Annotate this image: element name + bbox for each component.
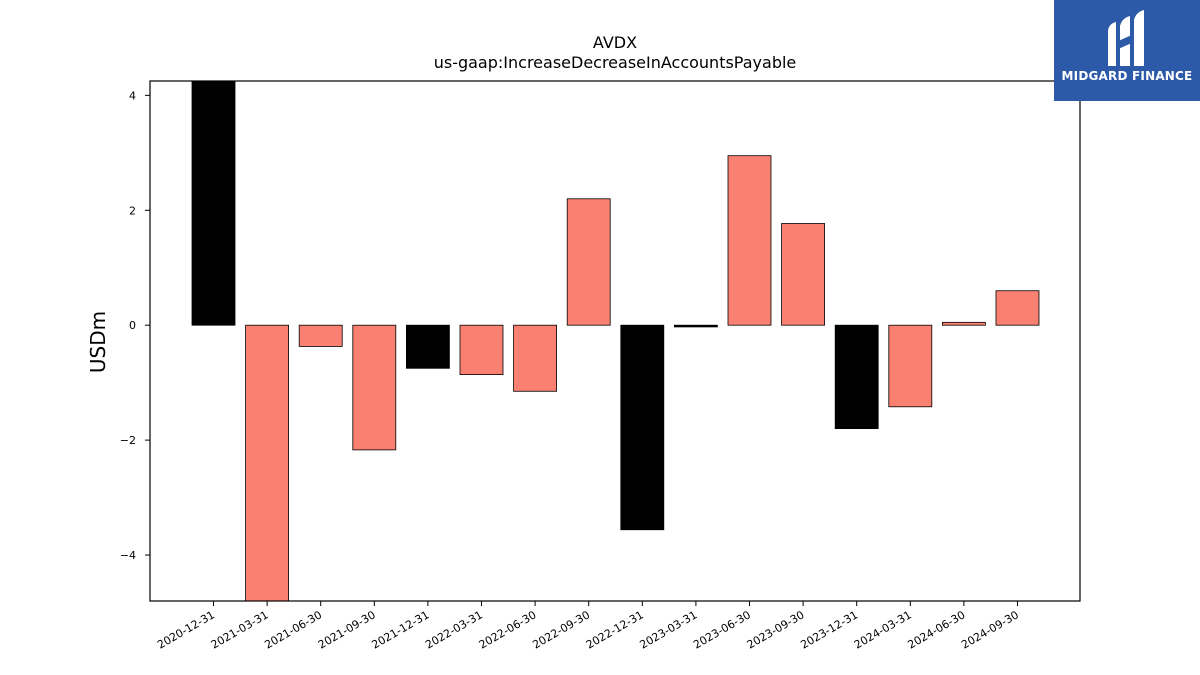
x-tick-label: 2022-12-31: [584, 608, 646, 651]
y-axis-label: USDm: [86, 311, 110, 373]
bar-2024-03-31: [888, 324, 933, 408]
x-tick-label: 2022-09-30: [530, 608, 592, 651]
chart-subtitle: us-gaap:IncreaseDecreaseInAccountsPayabl…: [434, 53, 797, 72]
y-tick-label: −4: [120, 549, 136, 562]
bar-2022-03-31: [459, 324, 504, 376]
bar-2023-03-31: [674, 324, 718, 328]
x-tick-label: 2021-03-31: [209, 608, 271, 651]
bar-2023-09-30: [781, 223, 825, 326]
bar-2024-09-30: [995, 290, 1040, 326]
x-tick-label: 2020-12-31: [155, 608, 217, 651]
bar-2023-12-31: [834, 324, 879, 430]
logo-text: MIDGARD FINANCE: [1061, 69, 1193, 83]
y-tick-label: 0: [129, 319, 136, 332]
bar-2020-12-31: [191, 80, 236, 326]
x-tick-label: 2023-12-31: [798, 608, 860, 651]
bars-group: [191, 80, 1040, 602]
x-tick-label: 2023-03-31: [638, 608, 700, 651]
bar-2022-12-31: [620, 324, 665, 531]
bar-2022-06-30: [513, 324, 557, 392]
x-tick-label: 2024-09-30: [959, 608, 1021, 651]
y-tick-label: 4: [129, 89, 136, 102]
bar-2023-06-30: [727, 155, 772, 326]
bar-2021-12-31: [405, 324, 450, 369]
x-tick-label: 2021-12-31: [370, 608, 432, 651]
y-tick-label: 2: [129, 204, 136, 217]
bar-2021-09-30: [352, 324, 397, 451]
midgard-logo-icon: [1108, 10, 1144, 66]
x-tick-label: 2022-03-31: [423, 608, 485, 651]
x-axis-ticks: 2020-12-312021-03-312021-06-302021-09-30…: [155, 601, 1021, 652]
bar-2024-06-30: [942, 321, 986, 326]
chart-title: AVDX: [593, 33, 637, 52]
bar-2021-03-31: [245, 324, 290, 602]
x-tick-label: 2024-06-30: [906, 608, 968, 651]
plot-frame: [149, 80, 1081, 602]
bar-2021-06-30: [298, 324, 343, 347]
x-tick-label: 2023-09-30: [745, 608, 807, 651]
x-tick-label: 2024-03-31: [852, 608, 914, 651]
y-axis-ticks: 4 2 0 −2 −4: [120, 89, 150, 562]
midgard-finance-logo: MIDGARD FINANCE: [1054, 0, 1200, 101]
x-tick-label: 2022-06-30: [477, 608, 539, 651]
x-tick-label: 2021-06-30: [262, 608, 324, 651]
x-tick-label: 2023-06-30: [691, 608, 753, 651]
y-tick-label: −2: [120, 434, 136, 447]
bar-2022-09-30: [566, 198, 611, 326]
x-tick-label: 2021-09-30: [316, 608, 378, 651]
